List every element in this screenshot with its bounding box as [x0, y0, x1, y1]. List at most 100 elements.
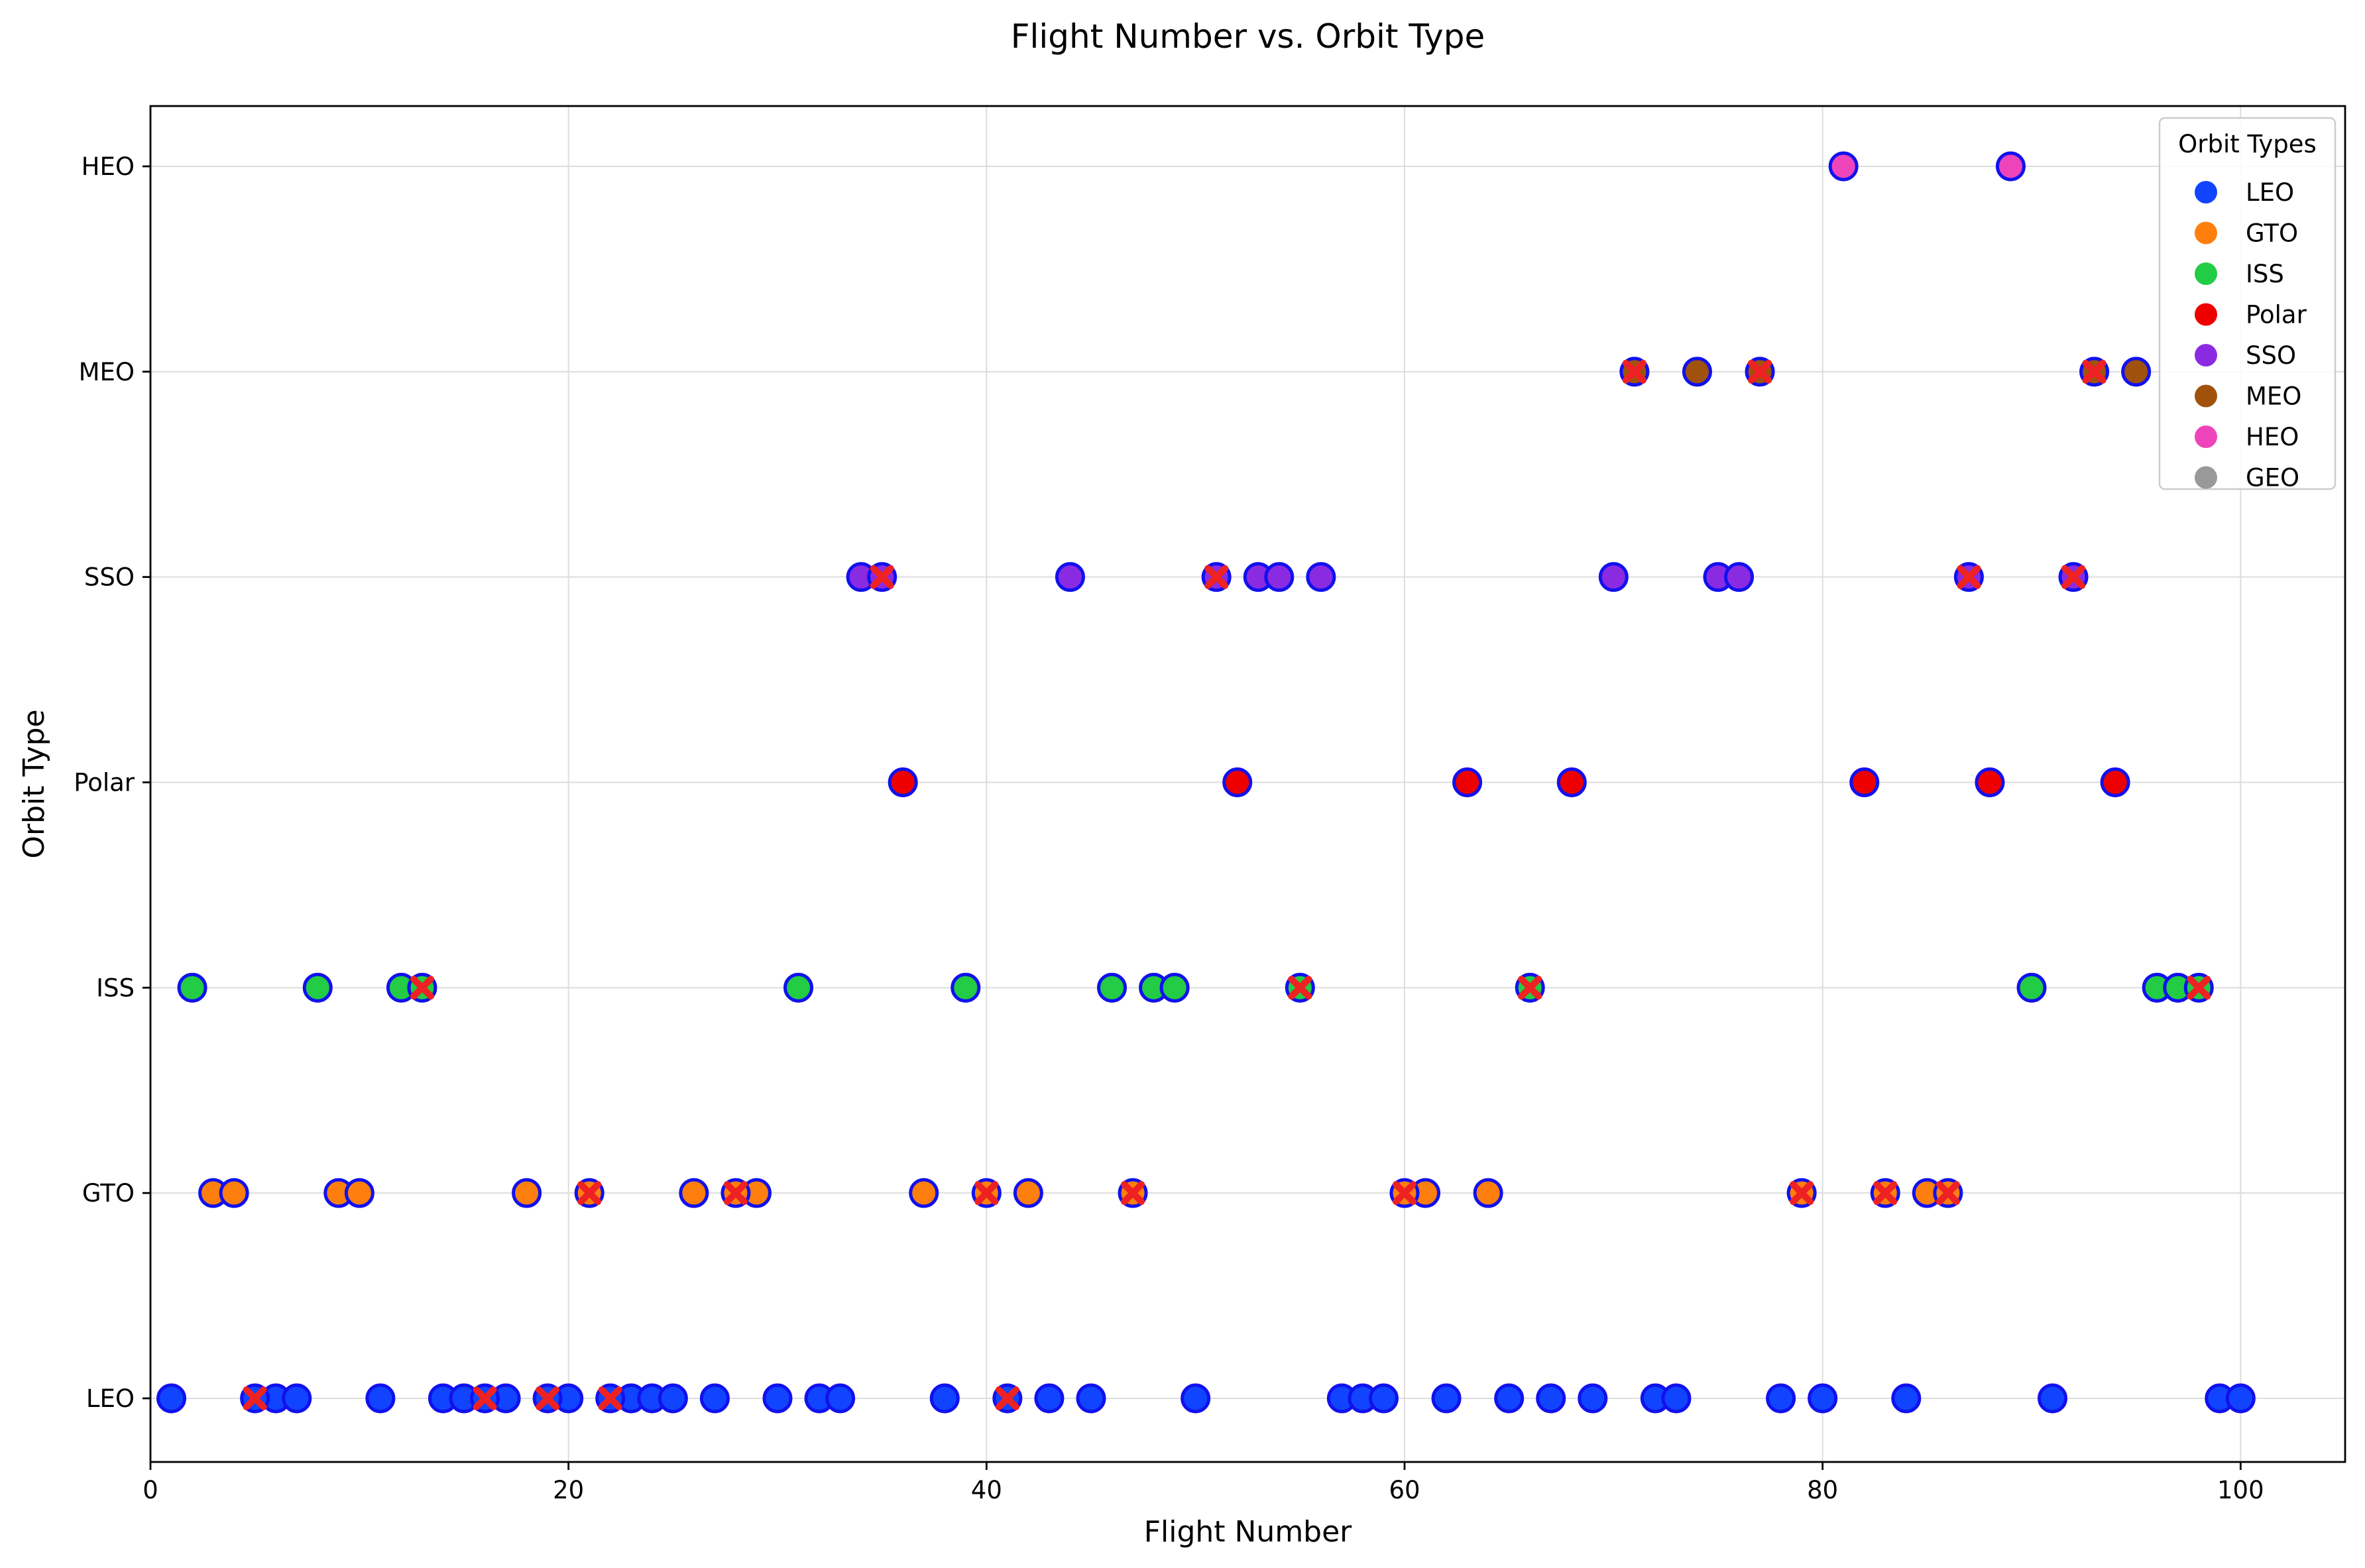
failure-x-mark	[1121, 1181, 1145, 1205]
data-point-iss	[951, 972, 981, 1003]
data-point-iss	[1097, 972, 1127, 1003]
legend: Orbit Types LEO GTO ISS Polar SSO MEO HEO GEO	[2158, 117, 2336, 492]
data-point-meo	[1682, 357, 1712, 387]
x-tick-label: 40	[971, 1476, 1002, 1504]
data-point-polar	[888, 767, 918, 797]
axis-ticks: 0 20 40 60 80 100 LEO GTO ISS Polar SSO MEO HEO	[74, 152, 2264, 1504]
data-point-leo	[1181, 1383, 1211, 1414]
x-axis-label: Flight Number	[1144, 1515, 1352, 1549]
data-point-leo	[1661, 1383, 1692, 1414]
data-point-leo	[1076, 1383, 1106, 1414]
data-point-iss	[177, 972, 207, 1003]
data-point-leo	[1494, 1383, 1525, 1414]
failure-point-iss	[1285, 972, 1315, 1003]
data-point-leo	[1034, 1383, 1065, 1414]
y-tick-label: GTO	[82, 1179, 135, 1207]
legend-marker-geo	[2195, 466, 2217, 489]
data-point-leo	[365, 1383, 396, 1414]
failure-x-mark	[410, 976, 434, 1000]
legend-marker-meo	[2195, 384, 2217, 408]
data-point-sso	[1306, 562, 1336, 592]
x-tick-label: 80	[1807, 1476, 1838, 1504]
data-point-polar	[1222, 767, 1253, 797]
data-point-heo	[1995, 151, 2026, 182]
failure-x-mark	[536, 1386, 560, 1410]
x-tick-label: 100	[2217, 1476, 2264, 1504]
failure-x-mark	[1790, 1181, 1814, 1205]
failure-point-meo	[1745, 357, 1775, 387]
data-point-iss	[302, 972, 333, 1003]
failure-point-gto	[1389, 1178, 1420, 1208]
failure-x-mark	[1288, 976, 1312, 1000]
y-tick-label: SSO	[84, 563, 135, 592]
failure-point-gto	[1933, 1178, 1963, 1208]
data-point-leo	[1891, 1383, 1922, 1414]
data-point-iss	[783, 972, 814, 1003]
data-point-leo	[929, 1383, 960, 1414]
y-tick-label: LEO	[86, 1384, 135, 1413]
data-point-leo	[762, 1383, 793, 1414]
failure-point-leo	[470, 1383, 500, 1414]
failure-x-mark	[1622, 359, 1646, 384]
failure-point-gto	[971, 1178, 1002, 1208]
data-point-gto	[344, 1178, 375, 1208]
data-point-leo	[1808, 1383, 1838, 1414]
legend-label-sso: SSO	[2246, 341, 2296, 370]
legend-marker-iss	[2195, 262, 2217, 285]
failure-point-iss	[1515, 972, 1545, 1003]
data-point-gto	[679, 1178, 709, 1208]
data-point-sso	[1598, 562, 1629, 592]
y-tick-label: MEO	[79, 358, 135, 386]
failure-point-sso	[867, 562, 897, 592]
data-point-leo	[156, 1383, 187, 1414]
data-point-sso	[1264, 562, 1295, 592]
failure-point-sso	[1201, 562, 1232, 592]
failure-x-mark	[1393, 1181, 1416, 1205]
failure-x-mark	[1518, 976, 1542, 1000]
failure-x-mark	[723, 1181, 748, 1205]
failure-point-meo	[1619, 357, 1650, 387]
data-point-iss	[1159, 972, 1190, 1003]
data-point-gto	[1013, 1178, 1043, 1208]
failure-point-gto	[721, 1178, 751, 1208]
failure-x-mark	[1873, 1181, 1898, 1205]
data-point-leo	[1368, 1383, 1399, 1414]
data-point-leo	[2225, 1383, 2256, 1414]
data-point-leo	[282, 1383, 312, 1414]
failure-x-mark	[974, 1181, 999, 1205]
failure-x-mark	[870, 565, 894, 589]
failure-point-iss	[407, 972, 437, 1003]
failure-point-meo	[2079, 357, 2110, 387]
failure-x-mark	[243, 1386, 267, 1410]
legend-label-iss: ISS	[2246, 260, 2284, 288]
failure-x-mark	[995, 1386, 1019, 1410]
y-tick-label: Polar	[74, 769, 135, 797]
data-point-sso	[1724, 562, 1755, 592]
legend-marker-heo	[2195, 425, 2217, 448]
failure-x-mark	[1957, 565, 1981, 589]
data-point-gto	[512, 1178, 542, 1208]
chart-title: Flight Number vs. Orbit Type	[1011, 17, 1485, 56]
plot-frame	[149, 105, 2346, 1463]
data-point-gto	[219, 1178, 249, 1208]
failure-x-mark	[473, 1386, 497, 1410]
failure-x-mark	[2082, 359, 2106, 384]
failure-point-leo	[532, 1383, 563, 1414]
data-point-leo	[699, 1383, 730, 1414]
data-point-polar	[1556, 767, 1587, 797]
legend-marker-sso	[2195, 344, 2217, 366]
data-point-heo	[1828, 151, 1859, 182]
data-point-leo	[2038, 1383, 2068, 1414]
y-axis-label: Orbit Type	[17, 709, 51, 858]
failure-x-mark	[1935, 1181, 1960, 1205]
failure-point-sso	[2058, 562, 2089, 592]
failure-point-gto	[1118, 1178, 1148, 1208]
failure-x-mark	[577, 1181, 602, 1205]
data-point-iss	[2016, 972, 2047, 1003]
failure-point-leo	[595, 1383, 626, 1414]
failure-point-gto	[574, 1178, 605, 1208]
y-tick-label: HEO	[82, 152, 135, 181]
failure-x-mark	[598, 1386, 622, 1410]
